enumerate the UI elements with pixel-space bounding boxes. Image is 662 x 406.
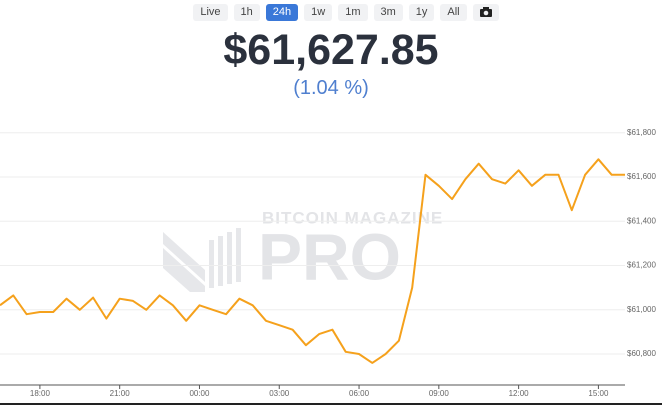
- range-button[interactable]: 3m: [373, 4, 403, 21]
- range-button[interactable]: 1m: [338, 4, 368, 21]
- price-change: (1.04 %): [293, 77, 369, 99]
- y-tick-label: $61,800: [627, 128, 656, 137]
- range-selector: Live 1h 24h 1w 1m 3m 1y All: [0, 4, 662, 21]
- range-button[interactable]: 24h: [265, 4, 299, 21]
- x-tick-label: 03:00: [269, 389, 290, 398]
- x-tick-label: 15:00: [588, 389, 609, 398]
- x-tick-label: 21:00: [110, 389, 131, 398]
- y-tick-label: $60,800: [627, 349, 656, 358]
- y-tick-label: $61,200: [627, 261, 656, 270]
- range-button[interactable]: 1w: [304, 4, 333, 21]
- range-button[interactable]: 1h: [233, 4, 260, 21]
- y-tick-label: $61,400: [627, 216, 656, 225]
- price: $61,627.85: [223, 26, 439, 74]
- x-tick-label: 12:00: [509, 389, 530, 398]
- range-button[interactable]: Live: [193, 4, 228, 21]
- camera-icon: [479, 7, 492, 18]
- watermark-text: BITCOIN MAGAZINE: [262, 208, 443, 227]
- watermark-text: PRO: [258, 219, 401, 293]
- x-tick-label: 00:00: [189, 389, 210, 398]
- x-tick-label: 06:00: [349, 389, 370, 398]
- watermark-logo: [163, 228, 241, 292]
- range-button[interactable]: 1y: [408, 4, 435, 21]
- y-tick-label: $61,600: [627, 172, 656, 181]
- price-line: [0, 158, 625, 364]
- screenshot-button[interactable]: [472, 4, 499, 21]
- x-tick-label: 09:00: [429, 389, 450, 398]
- y-tick-label: $61,000: [627, 305, 656, 314]
- range-button[interactable]: All: [440, 4, 467, 21]
- x-tick-label: 18:00: [30, 389, 51, 398]
